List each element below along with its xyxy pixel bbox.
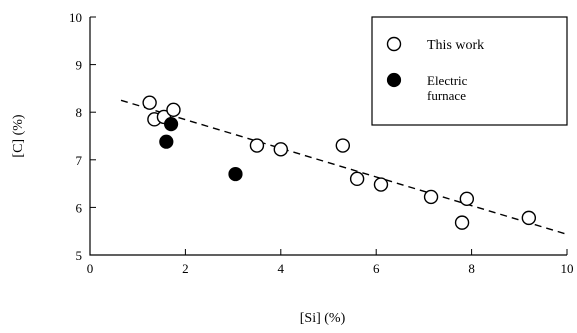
this-work-point [459,191,475,207]
this-work-point [249,138,265,153]
this-work-point [423,189,439,205]
legend-filled-circle-icon [386,72,402,88]
this-work-point [349,171,365,187]
x-tick-label: 10 [561,261,574,276]
this-work-point [521,210,537,226]
x-tick-label: 0 [87,261,94,276]
y-axis-title: [C] (%) [11,114,26,157]
x-tick-label: 4 [278,261,285,276]
electric-furnace-point [228,166,243,182]
legend-open-circle-icon [386,36,402,52]
y-tick-label: 7 [76,153,83,168]
y-tick-label: 6 [76,200,83,215]
legend-label-this-work: This work [427,38,484,53]
x-tick-label: 2 [182,261,189,276]
trend-line [120,99,565,235]
y-tick-label: 5 [76,248,83,263]
x-tick-label: 8 [468,261,475,276]
y-tick-label: 9 [76,58,83,73]
this-work-point [166,102,181,118]
y-tick-label: 8 [76,105,83,120]
this-work-point [142,95,157,110]
x-axis-title: [Si] (%) [300,311,346,326]
this-work-point [373,177,389,192]
legend-label-furnace: furnace [427,88,466,103]
electric-furnace-point [163,116,179,132]
this-work-point [273,142,288,157]
this-work-point [454,215,470,230]
legend-box [371,16,568,126]
this-work-point [335,138,351,153]
x-tick-label: 6 [373,261,380,276]
electric-furnace-point [159,134,174,149]
y-tick-label: 10 [69,10,82,25]
legend-label-electric: Electric [427,73,468,88]
